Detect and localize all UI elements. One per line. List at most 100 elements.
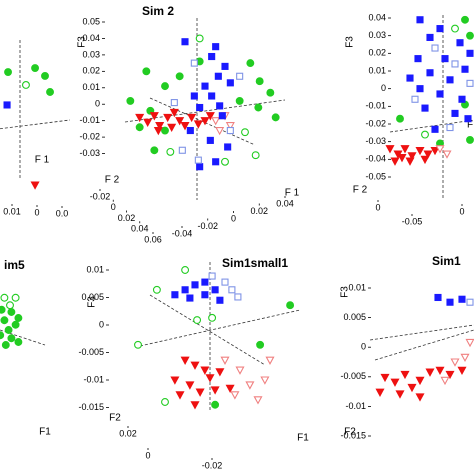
- y-tick-label: -0.015: [340, 430, 366, 440]
- point: [421, 104, 429, 112]
- point: [385, 145, 395, 154]
- z-axis-label: F 2: [105, 175, 120, 186]
- point: [421, 130, 429, 139]
- y-tick-label: -0.01: [365, 101, 386, 111]
- point: [241, 128, 249, 137]
- point: [0, 293, 9, 302]
- point: [201, 278, 209, 286]
- point: [181, 38, 189, 46]
- point: [195, 34, 204, 43]
- y-tick-label: -0.01: [83, 374, 104, 384]
- z-tick-label: 0: [111, 202, 116, 212]
- point: [464, 115, 472, 123]
- point: [11, 293, 20, 302]
- point: [253, 396, 263, 405]
- point: [7, 308, 16, 316]
- axis-line: [149, 97, 256, 146]
- x-tick-label: 0.04: [276, 198, 294, 208]
- point: [396, 114, 404, 123]
- point: [167, 123, 177, 132]
- point: [200, 366, 210, 375]
- point: [436, 25, 444, 33]
- point: [245, 381, 255, 390]
- x-axis-label: F 1: [35, 155, 50, 166]
- point: [166, 147, 175, 156]
- x-axis-label: F1: [39, 427, 51, 438]
- point: [265, 356, 275, 365]
- point: [208, 272, 216, 280]
- point: [416, 85, 424, 93]
- point: [225, 122, 235, 131]
- y-axis-label: F3: [87, 296, 98, 308]
- point: [446, 123, 454, 132]
- point: [161, 398, 169, 406]
- point: [254, 103, 263, 112]
- point: [163, 113, 173, 123]
- point: [211, 286, 219, 294]
- point: [201, 291, 209, 299]
- point: [22, 81, 30, 89]
- point: [457, 366, 467, 376]
- point: [395, 390, 405, 399]
- point: [221, 157, 229, 166]
- y-tick-label: 0.03: [368, 30, 386, 40]
- x-tick-label: 0.0: [56, 208, 69, 218]
- y-tick-label: 0: [99, 319, 104, 329]
- point: [216, 296, 224, 304]
- y-tick-label: 0: [361, 342, 366, 352]
- panel-title: Sim1small1: [222, 256, 288, 270]
- point: [149, 112, 159, 121]
- y-tick-label: 0.005: [343, 312, 366, 322]
- point: [161, 126, 169, 135]
- point: [466, 31, 474, 40]
- point: [236, 72, 244, 80]
- point: [458, 295, 466, 303]
- point: [161, 82, 169, 91]
- y-tick-label: -0.04: [365, 154, 386, 164]
- point: [466, 79, 474, 87]
- panel-title: im5: [4, 258, 25, 272]
- point: [234, 293, 242, 301]
- point: [212, 43, 220, 51]
- z-tick-label: 0.06: [144, 234, 162, 244]
- point: [215, 368, 225, 377]
- point: [460, 353, 470, 363]
- point: [186, 126, 194, 135]
- point: [171, 291, 179, 299]
- point: [415, 146, 425, 156]
- y-tick-label: 0.04: [82, 33, 100, 43]
- point: [211, 400, 220, 409]
- y-tick-label: 0: [95, 99, 100, 109]
- point: [126, 96, 135, 105]
- point: [216, 102, 224, 110]
- point: [194, 156, 202, 164]
- axis-line: [124, 99, 286, 123]
- point: [255, 77, 264, 86]
- panel-title: Sim1: [432, 254, 461, 268]
- point: [445, 370, 455, 380]
- point: [407, 383, 417, 393]
- point: [442, 150, 452, 159]
- point: [226, 79, 234, 87]
- y-tick-label: 0.02: [368, 48, 386, 58]
- y-tick-label: -0.01: [79, 115, 100, 125]
- point: [426, 33, 434, 41]
- point: [375, 388, 385, 397]
- point: [185, 381, 195, 390]
- point: [170, 376, 180, 385]
- point: [405, 157, 415, 166]
- point: [175, 391, 185, 400]
- point: [466, 135, 474, 144]
- y-axis-label: F3: [345, 36, 356, 48]
- z-axis-label: F2: [109, 413, 121, 424]
- y-tick-label: 0.04: [368, 12, 386, 22]
- point: [205, 374, 215, 383]
- point: [407, 152, 417, 161]
- point: [415, 393, 425, 402]
- axis-line: [149, 294, 266, 366]
- point: [152, 285, 161, 294]
- point: [446, 76, 454, 84]
- point: [465, 338, 474, 348]
- point: [286, 301, 295, 310]
- point: [180, 122, 190, 131]
